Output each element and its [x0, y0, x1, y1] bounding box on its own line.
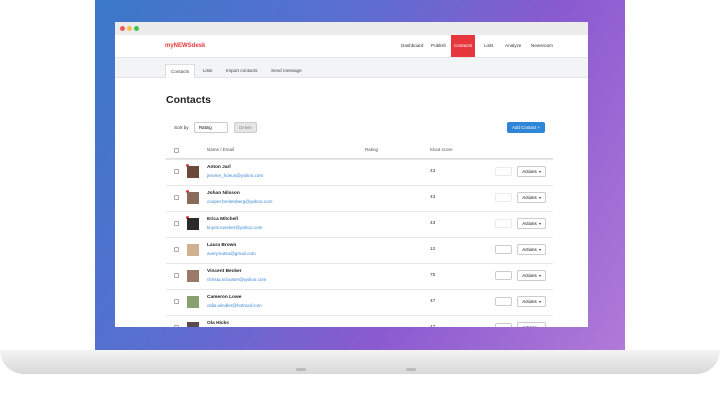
- contact-email[interactable]: knyck.ruecker@yahoo.com: [207, 225, 263, 230]
- laptop-base: [0, 350, 720, 374]
- row-checkbox[interactable]: [174, 221, 179, 226]
- contact-name[interactable]: Johan Nilsson: [207, 191, 240, 196]
- add-contact-button[interactable]: Add Contact +: [507, 122, 545, 133]
- min-dot[interactable]: [127, 26, 132, 31]
- email-button[interactable]: [495, 167, 512, 176]
- delete-button[interactable]: Delete: [234, 122, 257, 133]
- row-divider: [166, 263, 553, 289]
- sub-tab[interactable]: Import contacts: [226, 68, 258, 73]
- nav-item[interactable]: Publish: [431, 43, 447, 48]
- avatar: [187, 322, 199, 327]
- klout-score: 43: [430, 195, 436, 200]
- column-header: Klout score: [430, 147, 453, 152]
- caret: [538, 248, 541, 251]
- caret: [538, 196, 541, 199]
- contact-name[interactable]: Cameron Lowe: [207, 295, 242, 300]
- browser-window: myNEWSdesk Dashboard Publish Contacts Lists…: [115, 22, 588, 327]
- title-bar: [115, 22, 588, 35]
- contact-name[interactable]: Erica Mitchell: [207, 217, 238, 222]
- max-dot[interactable]: [134, 26, 139, 31]
- klout-score: 47: [430, 325, 435, 327]
- row-divider: [166, 315, 553, 327]
- row-checkbox[interactable]: [174, 195, 179, 200]
- sort-select[interactable]: Rating: [194, 122, 228, 133]
- row-divider: [166, 237, 553, 263]
- sub-tab[interactable]: Lists: [203, 68, 213, 73]
- email-button[interactable]: [495, 271, 512, 280]
- caret: [538, 170, 541, 173]
- contact-name[interactable]: Laura Brown: [207, 243, 237, 248]
- email-button[interactable]: [495, 297, 512, 306]
- column-header: Rating: [365, 147, 379, 152]
- row-divider: [166, 185, 553, 211]
- sub-tab[interactable]: Send message: [271, 68, 302, 73]
- actions-button[interactable]: Actions: [517, 192, 546, 203]
- email-button[interactable]: [495, 193, 512, 202]
- actions-button[interactable]: Actions: [517, 322, 546, 327]
- actions-button[interactable]: Actions: [517, 244, 546, 255]
- row-checkbox[interactable]: [174, 273, 179, 278]
- klout-score: 43: [430, 221, 436, 226]
- actions-button[interactable]: Actions: [517, 166, 546, 177]
- select-all-checkbox[interactable]: [174, 148, 179, 153]
- column-header: Name / Email: [207, 147, 235, 152]
- heading: Contacts: [166, 94, 211, 106]
- caret: [538, 274, 541, 277]
- klout-score: 43: [430, 169, 436, 174]
- contact-email[interactable]: cooper.breitenberg@yahoo.com: [207, 199, 273, 204]
- row-checkbox[interactable]: [174, 247, 179, 252]
- klout-score: 12: [430, 247, 436, 252]
- nav-item[interactable]: Contacts: [451, 35, 476, 57]
- email-button[interactable]: [495, 245, 512, 254]
- hinge: [296, 368, 306, 371]
- actions-button[interactable]: Actions: [517, 296, 546, 307]
- contact-name[interactable]: Anton Jarl: [207, 165, 231, 170]
- caret: [538, 300, 541, 303]
- sub-tab[interactable]: Contacts: [165, 64, 196, 78]
- logo[interactable]: myNEWSdesk: [165, 43, 206, 49]
- nav-item[interactable]: Newsroom: [531, 43, 553, 48]
- avatar: [187, 244, 199, 256]
- sort-label: Sort by: [174, 125, 189, 130]
- contact-email[interactable]: christa.schuster@yahoo.com: [207, 277, 267, 282]
- row-divider: [166, 211, 553, 237]
- row-checkbox[interactable]: [174, 299, 179, 304]
- avatar: [187, 192, 199, 204]
- avatar: [187, 218, 199, 230]
- contact-name[interactable]: Vincent Becker: [207, 269, 242, 274]
- avatar: [187, 296, 199, 308]
- hinge: [406, 368, 416, 371]
- contact-email[interactable]: otilia.windler@hotmail.com: [207, 303, 262, 308]
- row-divider: [166, 159, 553, 185]
- close-dot[interactable]: [120, 26, 125, 31]
- email-button[interactable]: [495, 219, 512, 228]
- avatar: [187, 166, 199, 178]
- klout-score: 47: [430, 299, 436, 304]
- row-divider: [166, 289, 553, 315]
- contact-email[interactable]: jerome_hoeus@yahoo.com: [207, 173, 264, 178]
- row-checkbox[interactable]: [174, 169, 179, 174]
- actions-button[interactable]: Actions: [517, 218, 546, 229]
- nav-item[interactable]: Dashboard: [401, 43, 424, 48]
- avatar: [187, 270, 199, 282]
- nav-item[interactable]: Lists: [484, 43, 494, 48]
- contact-email[interactable]: avery.kutsu@gmail.com: [207, 251, 256, 256]
- nav-item[interactable]: Analyze: [505, 43, 522, 48]
- caret: [538, 222, 541, 225]
- sub-nav: Contacts Lists Import contacts Send message: [115, 58, 588, 78]
- top-nav: myNEWSdesk Dashboard Publish Contacts Lists…: [115, 35, 588, 58]
- email-button[interactable]: [495, 323, 512, 327]
- contact-name[interactable]: Ola Hicks: [207, 321, 229, 326]
- actions-button[interactable]: Actions: [517, 270, 546, 281]
- klout-score: 75: [430, 273, 436, 278]
- row-checkbox[interactable]: [174, 325, 179, 327]
- header-rule: [166, 158, 553, 159]
